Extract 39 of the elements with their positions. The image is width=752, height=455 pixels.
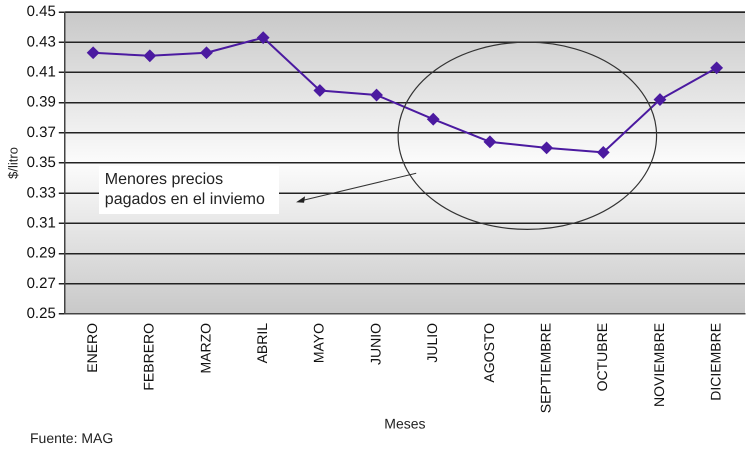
x-tick-label: ENERO	[84, 322, 100, 373]
y-tick-label: 0.43	[26, 33, 56, 50]
y-tick-label: 0.31	[26, 214, 56, 232]
x-tick-label: DICIEMBRE	[708, 322, 724, 401]
annotation: Menores precios pagados en el inviemo	[98, 166, 280, 214]
y-tick-label: 0.33	[26, 184, 56, 202]
point	[654, 94, 666, 106]
point	[257, 32, 270, 44]
x-axis-title: Meses	[384, 415, 426, 432]
x-tick-label: MAYO	[310, 322, 327, 364]
y-tick-label: 0.35	[26, 154, 56, 172]
y-tick-label: 0.39	[26, 94, 56, 111]
x-tick-label: AGOSTO	[480, 322, 497, 383]
x-tick-label: JULIO	[424, 322, 440, 363]
point	[370, 89, 383, 102]
y-tick-label: 0.25	[26, 305, 56, 322]
y-tick-label: 0.37	[26, 124, 56, 141]
y-tick-label: 0.27	[26, 274, 56, 292]
point	[710, 62, 723, 74]
point	[87, 46, 100, 59]
x-tick-label: ABRIL	[254, 322, 270, 364]
point	[597, 146, 610, 158]
point	[484, 136, 496, 148]
point	[144, 50, 156, 62]
point	[540, 142, 553, 154]
y-tick-label: 0.29	[26, 244, 56, 262]
y-tick-label: 0.41	[26, 64, 56, 81]
x-tick-label: FEBRERO	[140, 322, 157, 391]
x-tick-label: MARZO	[197, 322, 214, 374]
x-tick-label: NOVIEMBRE	[650, 322, 667, 407]
point	[427, 113, 440, 126]
y-tick-label: 0.45	[26, 3, 56, 20]
x-tick-label: JUNIO	[367, 322, 384, 365]
x-tick-label: OCTUBRE	[594, 322, 610, 392]
x-tick-label: SEPTIEMBRE	[537, 322, 554, 414]
source-note: Fuente: MAG	[30, 430, 114, 446]
point	[200, 46, 213, 59]
point	[314, 84, 326, 97]
y-axis-title: $/litro	[5, 147, 20, 179]
